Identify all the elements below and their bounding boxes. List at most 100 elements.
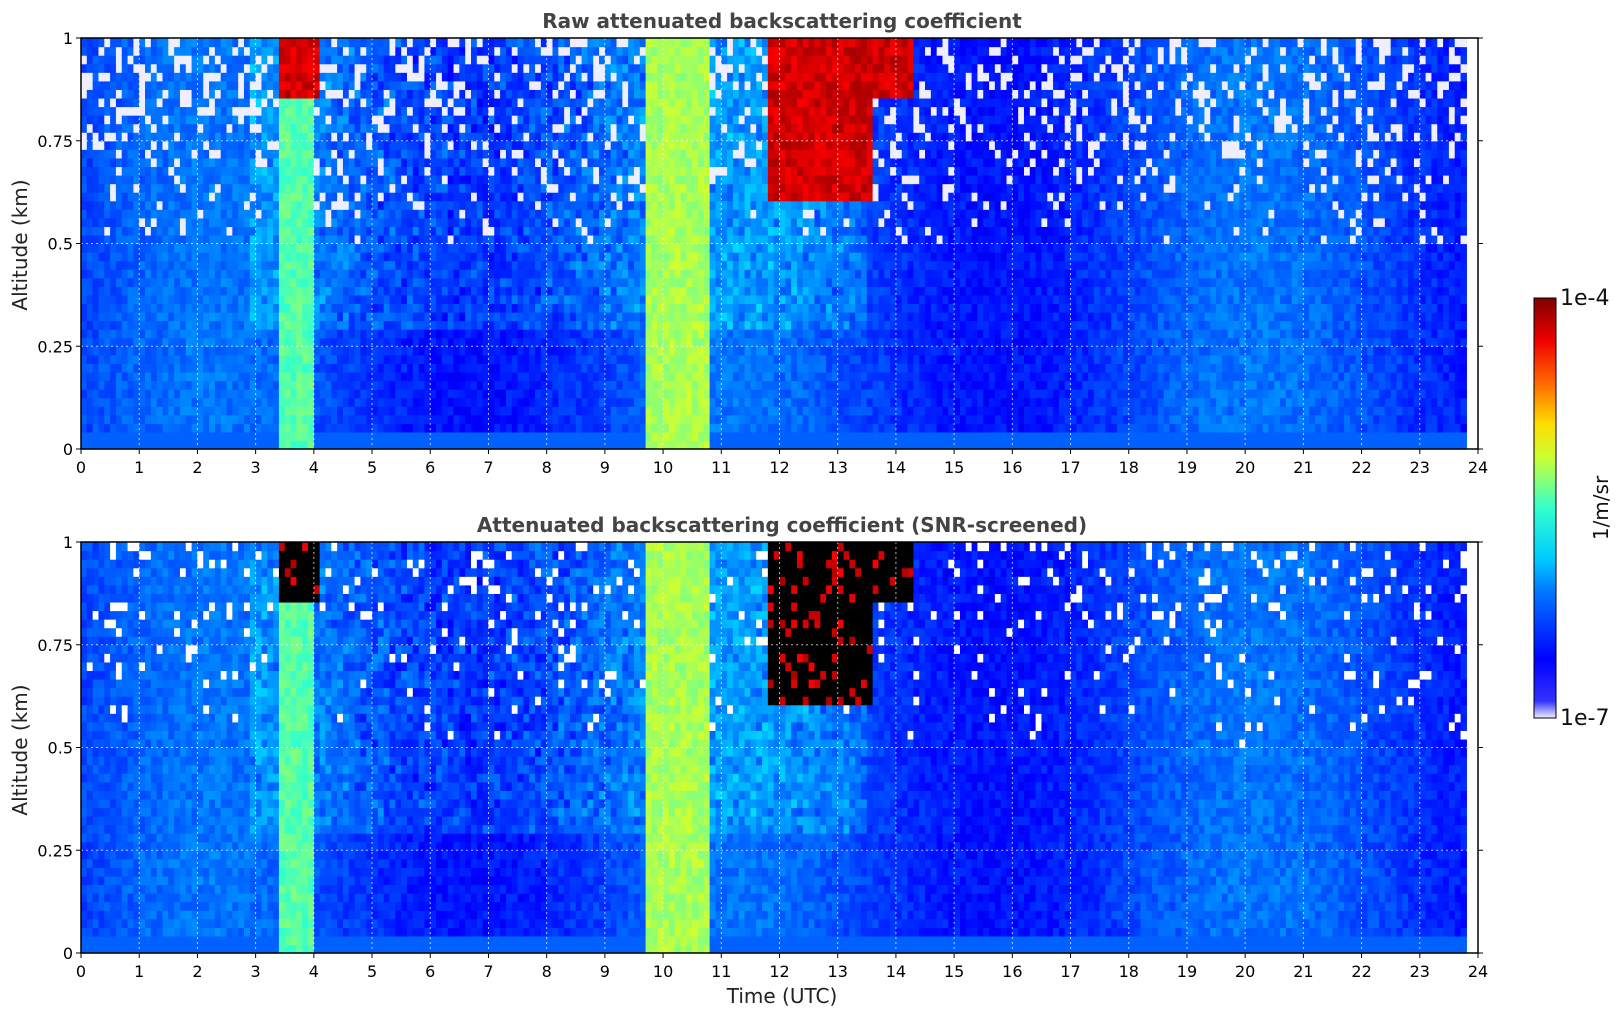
heatmap-cell — [203, 406, 210, 416]
heatmap-cell — [395, 217, 402, 227]
heatmap-cell — [360, 294, 367, 305]
heatmap-cell — [360, 157, 367, 168]
heatmap-cell — [342, 46, 350, 56]
heatmap-cell — [389, 72, 396, 82]
heatmap-cell — [546, 234, 554, 245]
heatmap-cell — [639, 423, 647, 433]
heatmap-cell — [226, 226, 233, 236]
heatmap-cell — [366, 55, 373, 65]
heatmap-cell — [645, 149, 653, 159]
heatmap-cell — [197, 55, 204, 65]
heatmap-cell — [133, 337, 140, 347]
heatmap-cell — [296, 200, 303, 210]
heatmap-cell — [476, 63, 484, 73]
heatmap-cell — [546, 63, 554, 73]
heatmap-cell — [540, 209, 548, 219]
heatmap-cell — [604, 337, 612, 347]
heatmap-cell — [523, 132, 530, 142]
heatmap-cell — [133, 252, 140, 262]
heatmap-cell — [657, 166, 664, 176]
heatmap-cell — [430, 277, 437, 287]
heatmap-cell — [220, 234, 228, 245]
heatmap-cell — [476, 312, 484, 322]
heatmap-cell — [302, 260, 309, 270]
heatmap-cell — [249, 89, 257, 99]
heatmap-cell — [145, 80, 152, 90]
heatmap-cell — [319, 406, 327, 416]
heatmap-cell — [488, 55, 495, 65]
heatmap-cell — [593, 363, 600, 373]
heatmap-cell — [145, 183, 152, 193]
heatmap-cell — [290, 277, 297, 287]
heatmap-cell — [395, 440, 402, 450]
heatmap-cell — [115, 346, 123, 356]
heatmap-cell — [581, 234, 589, 245]
heatmap-cell — [366, 414, 373, 424]
heatmap-cell — [599, 440, 606, 450]
heatmap-cell — [337, 55, 344, 65]
heatmap-cell — [418, 252, 426, 262]
heatmap-cell — [523, 286, 530, 296]
heatmap-cell — [663, 269, 670, 279]
heatmap-cell — [377, 226, 385, 236]
heatmap-cell — [249, 226, 257, 236]
heatmap-cell — [505, 157, 513, 168]
heatmap-cell — [249, 123, 257, 133]
heatmap-cell — [674, 209, 682, 219]
heatmap-cell — [133, 329, 140, 339]
heatmap-cell — [162, 286, 169, 296]
heatmap-cell — [441, 89, 449, 99]
heatmap-cell — [511, 175, 519, 185]
heatmap-cell — [331, 294, 338, 305]
heatmap-cell — [366, 371, 373, 382]
heatmap-cell — [331, 260, 338, 270]
heatmap-cell — [313, 389, 321, 399]
heatmap-cell — [663, 217, 670, 227]
heatmap-cell — [133, 440, 140, 450]
heatmap-cell — [92, 252, 100, 262]
heatmap-cell — [436, 294, 443, 305]
heatmap-cell — [494, 440, 501, 450]
heatmap-cell — [156, 354, 164, 364]
heatmap-cell — [418, 140, 426, 150]
heatmap-cell — [133, 55, 140, 65]
heatmap-cell — [680, 140, 687, 150]
heatmap-cell — [645, 234, 653, 245]
heatmap-cell — [447, 157, 455, 168]
heatmap-cell — [179, 286, 187, 296]
heatmap-cell — [92, 337, 100, 347]
heatmap-cell — [633, 423, 641, 433]
heatmap-cell — [599, 132, 606, 142]
heatmap-cell — [471, 106, 478, 116]
heatmap-cell — [278, 63, 286, 73]
heatmap-cell — [523, 183, 530, 193]
heatmap-cell — [209, 312, 216, 322]
heatmap-cell — [447, 123, 455, 133]
heatmap-cell — [645, 277, 653, 287]
heatmap-cell — [453, 80, 460, 90]
heatmap-cell — [209, 371, 216, 382]
heatmap-cell — [488, 157, 495, 168]
heatmap-cell — [593, 440, 600, 450]
heatmap-cell — [604, 217, 612, 227]
heatmap-cell — [319, 149, 327, 159]
heatmap-cell — [104, 363, 111, 373]
heatmap-cell — [674, 89, 682, 99]
heatmap-cell — [290, 371, 297, 382]
heatmap-cell — [546, 312, 554, 322]
heatmap-cell — [366, 431, 373, 442]
heatmap-cell — [110, 38, 117, 48]
heatmap-cell — [377, 363, 385, 373]
heatmap-cell — [599, 149, 606, 159]
heatmap-cell — [179, 346, 187, 356]
heatmap-cell — [98, 200, 105, 210]
heatmap-cell — [558, 337, 565, 347]
heatmap-cell — [383, 269, 391, 279]
heatmap-cell — [290, 157, 297, 168]
heatmap-cell — [325, 80, 332, 90]
heatmap-cell — [453, 97, 460, 108]
heatmap-cell — [616, 397, 623, 407]
heatmap-cell — [150, 217, 158, 227]
heatmap-cell — [238, 252, 245, 262]
heatmap-cell — [319, 286, 327, 296]
